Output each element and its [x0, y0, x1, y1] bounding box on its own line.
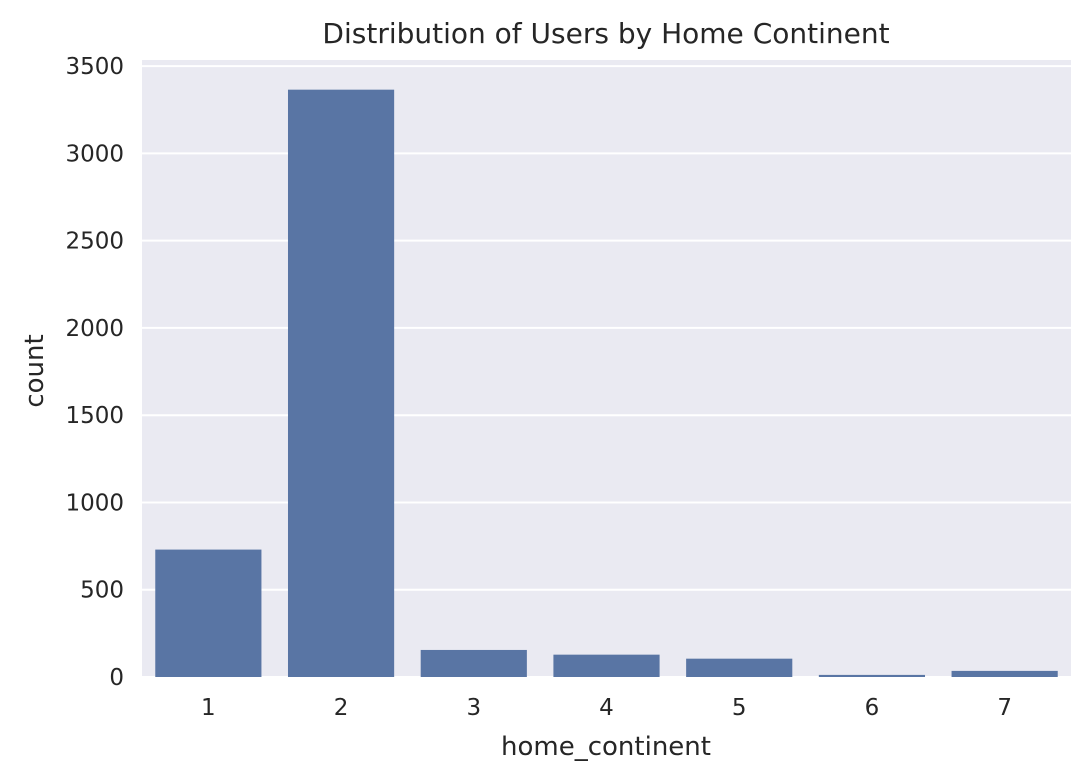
x-tick-label: 2 [334, 695, 349, 721]
bar-5 [686, 658, 793, 677]
x-tick-label: 7 [997, 695, 1012, 721]
y-axis-label: count [20, 334, 50, 407]
y-tick-label: 500 [80, 578, 124, 604]
y-tick-label: 2500 [65, 229, 124, 255]
x-tick-labels: 1 2 3 4 5 6 7 [201, 695, 1012, 721]
x-tick-label: 6 [865, 695, 880, 721]
chart-title: Distribution of Users by Home Continent [322, 17, 889, 50]
x-tick-label: 4 [599, 695, 614, 721]
bar-4 [553, 654, 660, 677]
x-tick-label: 3 [466, 695, 481, 721]
bar-7 [951, 670, 1058, 677]
y-tick-label: 1500 [65, 403, 124, 429]
bar-6 [818, 674, 926, 677]
bar-3 [420, 649, 527, 677]
y-tick-labels: 0 500 1000 1500 2000 2500 3000 3500 [65, 54, 124, 691]
x-tick-label: 5 [732, 695, 747, 721]
y-tick-label: 0 [109, 665, 124, 691]
x-tick-label: 1 [201, 695, 216, 721]
y-tick-label: 2000 [65, 316, 124, 342]
y-tick-label: 3500 [65, 54, 124, 80]
bar-2 [287, 89, 395, 677]
bar-1 [155, 549, 262, 677]
bars [155, 89, 1058, 677]
y-tick-label: 3000 [65, 141, 124, 167]
y-tick-label: 1000 [65, 490, 124, 516]
x-axis-label: home_continent [501, 732, 711, 762]
